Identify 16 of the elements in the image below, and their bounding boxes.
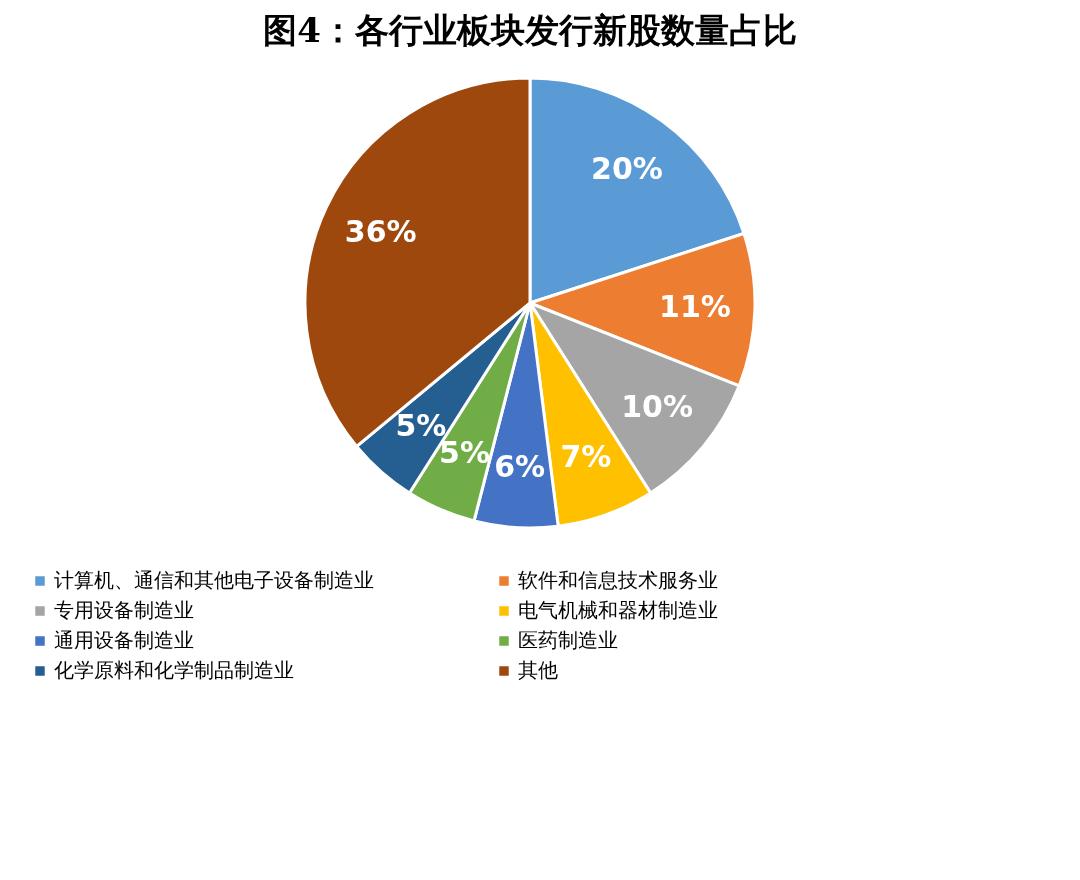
chart-title: 图4：各行业板块发行新股数量占比 [263,10,797,50]
data-label: 5% [439,435,490,471]
legend-label: 其他 [518,658,558,682]
data-label: 36% [344,213,417,249]
legend-label: 专用设备制造业 [54,598,194,622]
data-label: 6% [494,448,546,484]
legend-label: 医药制造业 [518,628,618,652]
legend-label: 软件和信息技术服务业 [518,568,718,592]
data-label: 10% [621,389,694,425]
legend-label: 通用设备制造业 [54,628,194,652]
data-label: 20% [591,150,663,186]
legend-label: 电气机械和器材制造业 [518,598,718,622]
legend-label: 化学原料和化学制品制造业 [54,658,294,682]
data-label: 7% [560,439,612,475]
legend-label: 计算机、通信和其他电子设备制造业 [54,568,374,592]
data-label: 11% [659,289,731,325]
